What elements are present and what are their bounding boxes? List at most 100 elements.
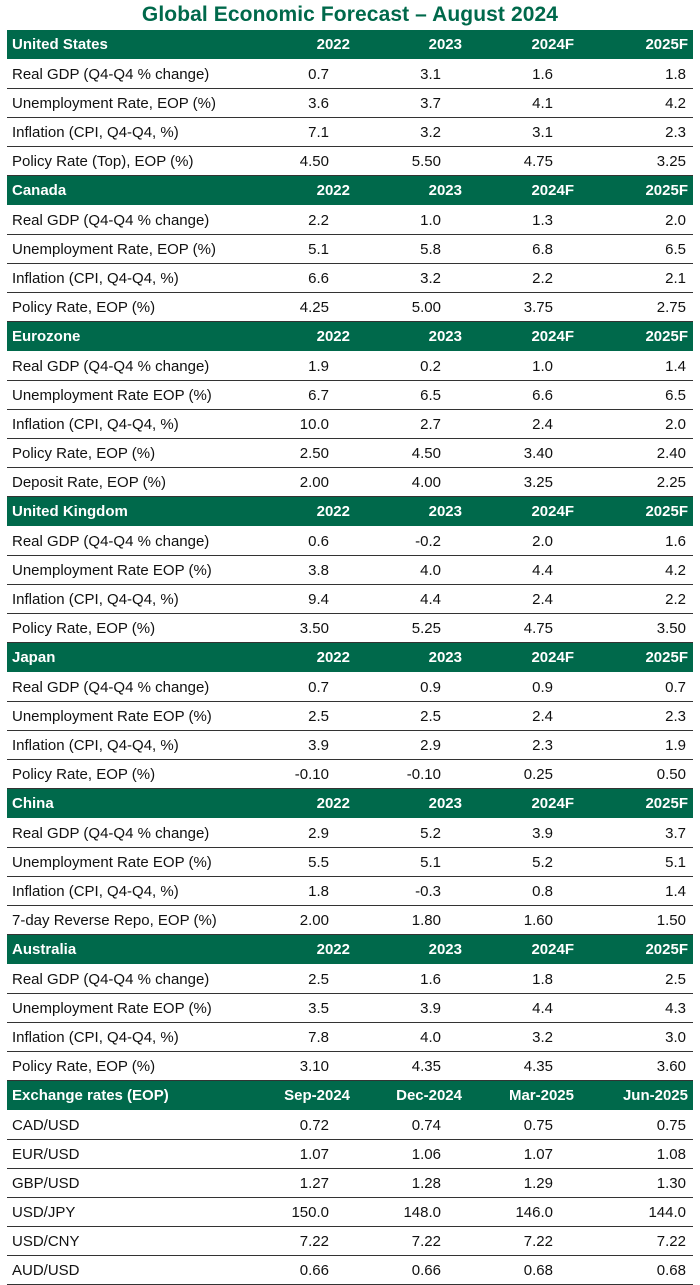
table-cell: 0.9 xyxy=(355,672,467,702)
table-row: USD/JPY 150.0 148.0 146.0 144.0 xyxy=(7,1197,693,1227)
row-label: Unemployment Rate EOP (%) xyxy=(7,701,251,731)
table-cell: 1.6 xyxy=(579,526,693,556)
table-row: Real GDP (Q4-Q4 % change) 0.7 0.9 0.9 0.7 xyxy=(7,672,693,702)
table-cell: 3.10 xyxy=(251,1051,355,1081)
table-cell: 2.3 xyxy=(579,701,693,731)
column-header: 2025F xyxy=(579,496,693,527)
table-cell: 7.22 xyxy=(579,1226,693,1256)
column-header: 2025F xyxy=(579,934,693,965)
table-row: Policy Rate, EOP (%) 2.50 4.50 3.40 2.40 xyxy=(7,438,693,468)
table-cell: 2.1 xyxy=(579,263,693,293)
table-cell: 7.22 xyxy=(251,1226,355,1256)
table-cell: 3.50 xyxy=(251,613,355,643)
table-cell: 2.4 xyxy=(467,701,579,731)
table-row: 7-day Reverse Repo, EOP (%) 2.00 1.80 1.60 1… xyxy=(7,905,693,935)
table-cell: 4.35 xyxy=(355,1051,467,1081)
table-cell: 2.5 xyxy=(251,964,355,994)
table-cell: 4.50 xyxy=(251,146,355,176)
table-cell: 3.2 xyxy=(467,1022,579,1052)
table-cell: 2.2 xyxy=(467,263,579,293)
section-header-row: United States 2022 2023 2024F 2025F xyxy=(7,30,693,60)
row-label: AUD/USD xyxy=(7,1255,251,1285)
table-cell: 1.4 xyxy=(579,876,693,906)
table-cell: 1.9 xyxy=(251,351,355,381)
table-cell: 5.1 xyxy=(251,234,355,264)
table-cell: 1.6 xyxy=(467,59,579,89)
column-header: 2022 xyxy=(251,788,355,819)
table-cell: 7.8 xyxy=(251,1022,355,1052)
row-label: Policy Rate, EOP (%) xyxy=(7,759,251,789)
column-header: 2024F xyxy=(467,175,579,206)
table-cell: 2.0 xyxy=(579,409,693,439)
section-header-row: China 2022 2023 2024F 2025F xyxy=(7,788,693,819)
section-name: United States xyxy=(7,30,251,60)
table-cell: 1.28 xyxy=(355,1168,467,1198)
table-row: Inflation (CPI, Q4-Q4, %) 3.9 2.9 2.3 1.9 xyxy=(7,730,693,760)
section-header-row: Eurozone 2022 2023 2024F 2025F xyxy=(7,321,693,352)
column-header: 2024F xyxy=(467,30,579,60)
table-cell: 2.00 xyxy=(251,467,355,497)
row-label: USD/JPY xyxy=(7,1197,251,1227)
table-row: CAD/USD 0.72 0.74 0.75 0.75 xyxy=(7,1110,693,1140)
table-cell: 2.2 xyxy=(579,584,693,614)
row-label: Unemployment Rate EOP (%) xyxy=(7,380,251,410)
table-cell: 1.0 xyxy=(355,205,467,235)
row-label: EUR/USD xyxy=(7,1139,251,1169)
table-cell: 3.9 xyxy=(251,730,355,760)
table-row: Real GDP (Q4-Q4 % change) 0.7 3.1 1.6 1.8 xyxy=(7,59,693,89)
table-cell: 4.25 xyxy=(251,292,355,322)
table-row: Policy Rate, EOP (%) 3.10 4.35 4.35 3.60 xyxy=(7,1051,693,1081)
table-row: Unemployment Rate EOP (%) 2.5 2.5 2.4 2.3 xyxy=(7,701,693,731)
column-header: 2025F xyxy=(579,642,693,673)
row-label: Real GDP (Q4-Q4 % change) xyxy=(7,964,251,994)
section-header-row: United Kingdom 2022 2023 2024F 2025F xyxy=(7,496,693,527)
table-cell: 3.1 xyxy=(467,117,579,147)
table-row: Policy Rate (Top), EOP (%) 4.50 5.50 4.75 3.… xyxy=(7,146,693,176)
column-header: 2025F xyxy=(579,30,693,60)
column-header: 2025F xyxy=(579,175,693,206)
column-header: 2023 xyxy=(355,321,467,352)
table-row: Policy Rate, EOP (%) 3.50 5.25 4.75 3.50 xyxy=(7,613,693,643)
table-cell: 1.50 xyxy=(579,905,693,935)
table-cell: 4.00 xyxy=(355,467,467,497)
table-cell: 0.72 xyxy=(251,1110,355,1140)
table-cell: 2.5 xyxy=(251,701,355,731)
column-header: 2024F xyxy=(467,642,579,673)
table-row: Inflation (CPI, Q4-Q4, %) 1.8 -0.3 0.8 1.4 xyxy=(7,876,693,906)
table-cell: 148.0 xyxy=(355,1197,467,1227)
table-cell: 1.8 xyxy=(467,964,579,994)
row-label: Inflation (CPI, Q4-Q4, %) xyxy=(7,584,251,614)
row-label: Real GDP (Q4-Q4 % change) xyxy=(7,59,251,89)
table-row: Inflation (CPI, Q4-Q4, %) 7.8 4.0 3.2 3.0 xyxy=(7,1022,693,1052)
table-cell: 4.50 xyxy=(355,438,467,468)
table-cell: 0.7 xyxy=(251,672,355,702)
section-header-row: Australia 2022 2023 2024F 2025F xyxy=(7,934,693,965)
table-cell: 1.3 xyxy=(467,205,579,235)
table-cell: 1.8 xyxy=(579,59,693,89)
row-label: Unemployment Rate EOP (%) xyxy=(7,993,251,1023)
table-row: Inflation (CPI, Q4-Q4, %) 9.4 4.4 2.4 2.2 xyxy=(7,584,693,614)
table-cell: 3.25 xyxy=(467,467,579,497)
section-header-row: Canada 2022 2023 2024F 2025F xyxy=(7,175,693,206)
column-header: 2023 xyxy=(355,496,467,527)
column-header: 2022 xyxy=(251,30,355,60)
table-cell: 3.25 xyxy=(579,146,693,176)
table-cell: 5.1 xyxy=(579,847,693,877)
table-cell: 3.50 xyxy=(579,613,693,643)
row-label: Real GDP (Q4-Q4 % change) xyxy=(7,205,251,235)
column-header: Sep-2024 xyxy=(251,1080,355,1111)
table-cell: 9.4 xyxy=(251,584,355,614)
table-cell: 0.68 xyxy=(467,1255,579,1285)
table-cell: 3.40 xyxy=(467,438,579,468)
table-row: Inflation (CPI, Q4-Q4, %) 7.1 3.2 3.1 2.3 xyxy=(7,117,693,147)
table-cell: -0.3 xyxy=(355,876,467,906)
table-cell: 1.30 xyxy=(579,1168,693,1198)
table-cell: 1.27 xyxy=(251,1168,355,1198)
row-label: Inflation (CPI, Q4-Q4, %) xyxy=(7,409,251,439)
table-cell: 4.0 xyxy=(355,555,467,585)
table-cell: 1.06 xyxy=(355,1139,467,1169)
table-cell: 0.75 xyxy=(467,1110,579,1140)
table-cell: 0.8 xyxy=(467,876,579,906)
table-cell: 1.9 xyxy=(579,730,693,760)
table-cell: 2.9 xyxy=(251,818,355,848)
